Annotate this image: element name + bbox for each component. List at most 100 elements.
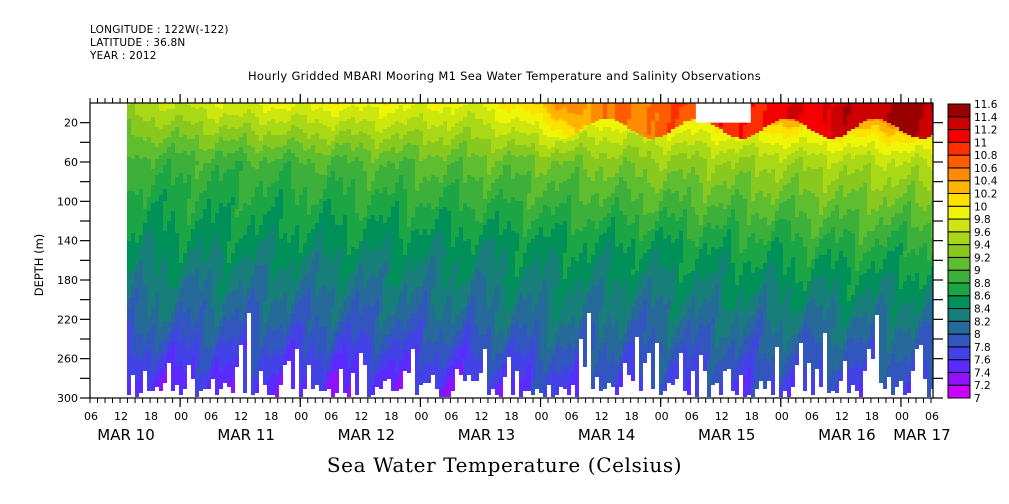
contour-band-segment (635, 215, 639, 271)
contour-band-segment (867, 163, 871, 215)
contour-band-segment (639, 259, 643, 275)
contour-band-segment (383, 103, 387, 105)
contour-band-segment (631, 295, 635, 307)
contour-band-segment (747, 335, 751, 351)
temperature-field (127, 103, 933, 397)
contour-band-segment (307, 271, 311, 287)
contour-band-segment (247, 205, 251, 225)
contour-band-segment (611, 193, 615, 205)
contour-band-segment (127, 323, 131, 381)
contour-band-segment (671, 129, 675, 137)
contour-band-segment (487, 191, 491, 203)
contour-band-segment (767, 225, 771, 241)
contour-band-segment (583, 125, 587, 129)
contour-band-segment (843, 107, 847, 125)
contour-band-segment (891, 205, 895, 217)
contour-band-segment (635, 271, 639, 285)
contour-band-segment (251, 275, 255, 289)
contour-band-segment (515, 233, 519, 251)
contour-band-segment (767, 103, 771, 125)
contour-band-segment (463, 281, 467, 307)
contour-band-segment (827, 233, 831, 249)
contour-band-segment (567, 383, 571, 395)
contour-band-segment (295, 303, 299, 321)
contour-band-segment (535, 319, 539, 389)
contour-band-segment (507, 141, 511, 151)
contour-band-segment (587, 137, 591, 151)
contour-band-segment (843, 139, 847, 147)
contour-band-segment (159, 263, 163, 327)
contour-band-segment (319, 287, 323, 327)
contour-band-segment (475, 181, 479, 221)
contour-band-segment (691, 295, 695, 343)
contour-band-segment (179, 173, 183, 263)
contour-band-segment (595, 159, 599, 171)
contour-band-segment (159, 369, 163, 381)
contour-band-segment (791, 121, 795, 127)
contour-band-segment (251, 167, 255, 197)
contour-band-segment (619, 373, 623, 387)
contour-band-segment (307, 215, 311, 233)
contour-band-segment (811, 193, 815, 239)
contour-band-segment (211, 159, 215, 171)
contour-band-segment (387, 217, 391, 233)
contour-band-segment (911, 361, 915, 371)
contour-band-segment (547, 207, 551, 237)
contour-band-segment (679, 107, 683, 125)
contour-band-segment (807, 267, 811, 281)
contour-band-segment (511, 139, 515, 155)
contour-band-segment (823, 207, 827, 219)
contour-band-segment (407, 159, 411, 227)
contour-band-segment (555, 333, 559, 343)
contour-band-segment (163, 363, 167, 371)
contour-band-segment (615, 103, 619, 121)
contour-band-segment (663, 169, 667, 181)
contour-band-segment (411, 333, 415, 349)
contour-band-segment (687, 293, 691, 307)
contour-band-segment (815, 103, 819, 133)
contour-band-segment (447, 103, 451, 107)
contour-band-segment (875, 165, 879, 189)
contour-band-segment (655, 137, 659, 145)
contour-band-segment (923, 211, 927, 225)
contour-band-segment (399, 293, 403, 321)
contour-band-segment (727, 149, 731, 161)
contour-band-segment (151, 235, 155, 307)
contour-band-segment (715, 363, 719, 383)
contour-band-segment (543, 205, 547, 237)
contour-band-segment (367, 191, 371, 205)
contour-band-segment (275, 103, 279, 109)
contour-band-segment (243, 203, 247, 235)
contour-band-segment (759, 141, 763, 157)
contour-band-segment (915, 133, 919, 137)
contour-band-segment (447, 155, 451, 165)
contour-band-segment (247, 145, 251, 161)
contour-band-segment (383, 277, 387, 321)
contour-band-segment (207, 119, 211, 135)
contour-band-segment (475, 119, 479, 137)
longitude-label: LONGITUDE : 122W(-122) (90, 24, 229, 36)
contour-band-segment (915, 139, 919, 145)
colorbar-swatch (947, 295, 971, 310)
contour-band-segment (899, 197, 903, 213)
contour-band-segment (851, 307, 855, 317)
contour-band-segment (559, 109, 563, 119)
contour-band-segment (639, 241, 643, 259)
contour-band-segment (743, 325, 747, 339)
contour-band-segment (279, 171, 283, 189)
contour-band-segment (855, 361, 859, 391)
contour-band-segment (851, 369, 855, 385)
contour-band-segment (395, 121, 399, 133)
contour-band-segment (627, 129, 631, 133)
contour-band-segment (819, 343, 823, 359)
colorbar-level-label: 8.8 (974, 278, 991, 290)
contour-band-segment (355, 275, 359, 291)
contour-band-segment (647, 213, 651, 231)
contour-band-segment (355, 339, 359, 351)
contour-band-segment (615, 321, 619, 365)
contour-band-segment (791, 195, 795, 241)
contour-band-segment (287, 111, 291, 121)
contour-band-segment (623, 181, 627, 215)
colorbar-level-label: 7 (974, 393, 981, 405)
